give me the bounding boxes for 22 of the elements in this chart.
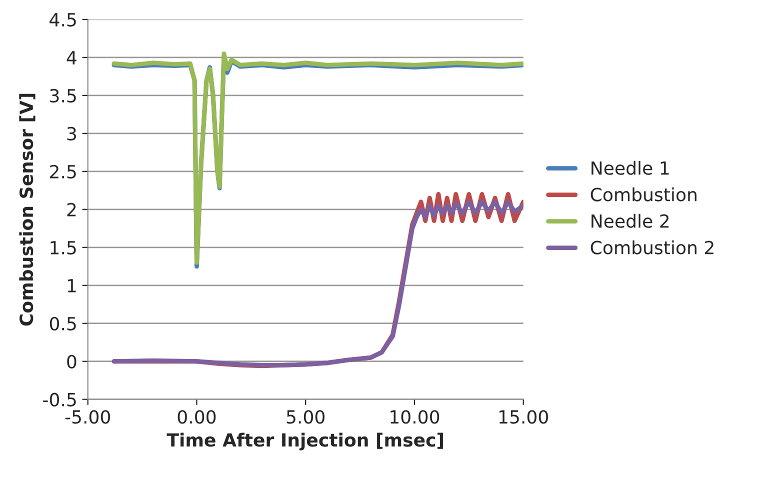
y-tick-label: 1 (68, 279, 76, 292)
legend-label: Combustion (590, 187, 696, 202)
y-tick-label: -0.5 (43, 392, 76, 406)
legend-label: Needle 2 (592, 214, 669, 228)
y-tick-label: 3 (67, 126, 76, 141)
legend-label: Needle 1 (592, 160, 669, 175)
y-tick-label: 0.5 (50, 316, 76, 330)
y-tick-label: 4.5 (50, 13, 76, 27)
y-tick-label: 2 (67, 202, 76, 216)
x-tick-label: 10.00 (390, 410, 440, 424)
x-axis-title: Time After Injection [msec] (166, 432, 443, 450)
y-tick-label: 1.5 (50, 241, 76, 255)
x-tick-label: 5.00 (286, 410, 324, 424)
x-tick-label: 0.00 (178, 410, 216, 424)
y-axis-title: Combustion Sensor [V] (19, 94, 36, 326)
legend-label: Combustion 2 (590, 240, 714, 254)
x-tick-label: -5.00 (65, 410, 110, 424)
y-tick-label: 0 (67, 354, 76, 368)
y-tick-label: 4 (66, 51, 76, 64)
x-tick-label: 15.00 (499, 410, 548, 424)
y-tick-label: 2.5 (50, 164, 76, 179)
y-tick-label: 3.5 (50, 88, 76, 103)
